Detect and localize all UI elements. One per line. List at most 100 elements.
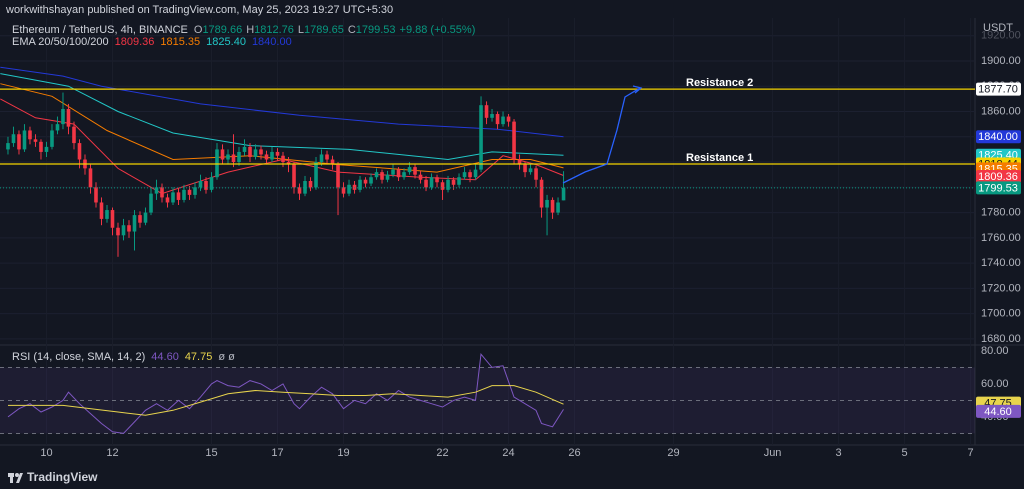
legend-text: EMA 20/50/100/200: [12, 36, 109, 48]
candle-body: [435, 177, 439, 183]
plot: 1920.001900.001880.001860.001840.001820.…: [0, 18, 1021, 459]
y-tick-label: 1760.00: [981, 232, 1021, 244]
ema-tag: 1809.36: [978, 171, 1018, 183]
brand: TradingView: [27, 470, 98, 484]
candle-body: [341, 187, 346, 194]
candle-body: [231, 154, 236, 163]
candle-body: [187, 189, 192, 195]
candle-body: [215, 149, 219, 178]
candle-body: [330, 159, 335, 165]
candle-body: [55, 124, 60, 131]
resistance-label: Resistance 1: [686, 152, 753, 164]
ema-tag-bg: [976, 130, 1021, 144]
resistance-label: Resistance 2: [686, 77, 753, 89]
candle-body: [297, 187, 302, 194]
published-line: workwithshayan published on TradingView.…: [5, 4, 393, 16]
y-tick-label: 1720.00: [981, 282, 1021, 294]
candle-body: [165, 197, 170, 203]
candle-body: [94, 187, 98, 203]
x-tick-label: 3: [836, 447, 842, 459]
candle-body: [138, 215, 142, 223]
candle-body: [545, 199, 549, 208]
legend-text: 1789.65: [304, 24, 344, 36]
candle-body: [479, 105, 483, 170]
candle-body: [149, 193, 153, 213]
candle-body: [380, 172, 384, 180]
candle-body: [99, 202, 104, 219]
candle-body: [517, 159, 522, 165]
legend-text: 1815.35: [160, 36, 200, 48]
y-tick-label: 1920.00: [981, 30, 1021, 42]
candle-body: [6, 143, 10, 150]
price-tag: 1799.53: [978, 182, 1018, 194]
candle-body: [237, 151, 241, 163]
legend-text: +9.88 (+0.55%): [400, 24, 476, 36]
legend-text: L: [298, 24, 304, 36]
x-tick-label: 24: [502, 447, 514, 459]
candle-body: [550, 199, 555, 213]
legend-text: 1809.36: [115, 36, 155, 48]
candle-body: [28, 130, 32, 140]
candle-body: [319, 154, 324, 163]
candle-body: [143, 212, 148, 223]
candle-body: [539, 179, 544, 208]
candle-body: [209, 177, 214, 190]
candle-body: [446, 179, 450, 190]
x-tick-label: 29: [667, 447, 679, 459]
legend-text: O: [194, 24, 203, 36]
candle-body: [77, 143, 82, 160]
x-tick-label: 15: [205, 447, 217, 459]
x-tick-label: 17: [271, 447, 283, 459]
candle-body: [528, 168, 533, 173]
candle-body: [418, 174, 423, 180]
legend-text: Ethereum / TetherUS, 4h, BINANCE: [12, 24, 188, 36]
x-tick-label: 7: [968, 447, 974, 459]
y-tick-label: 1700.00: [981, 308, 1021, 320]
footer: [0, 466, 1024, 489]
legend-text: 1789.66: [202, 24, 242, 36]
legend-text: H: [246, 24, 254, 36]
candle-body: [17, 134, 21, 150]
candle-body: [314, 162, 318, 188]
candle-body: [275, 151, 280, 156]
candle-body: [127, 225, 131, 232]
candle-body: [66, 108, 71, 127]
candle-body: [88, 168, 93, 188]
level-tag-bg: [976, 82, 1021, 96]
rsi-line: [8, 385, 564, 416]
y-tick-label: 1740.00: [981, 257, 1021, 269]
candle-body: [468, 172, 472, 178]
candle-body: [429, 177, 434, 188]
legend-text: 1799.53: [356, 24, 396, 36]
candle-body: [39, 141, 43, 152]
legend-text: 1812.76: [254, 24, 294, 36]
candle-body: [336, 164, 340, 188]
candle-body: [50, 130, 54, 147]
candle-body: [369, 177, 373, 184]
candle-body: [33, 139, 38, 142]
candle-body: [534, 168, 538, 180]
y-tick-label: 1860.00: [981, 105, 1021, 117]
currency: USDT: [983, 22, 1013, 34]
candle-body: [385, 174, 390, 180]
legend-text: 1840.00: [252, 36, 292, 48]
projection-drawing: [562, 85, 643, 184]
level-tag: 1877.70: [978, 84, 1018, 96]
ema-tag-bg: [976, 169, 1021, 183]
candle-body: [220, 149, 225, 160]
candle-body: [561, 187, 566, 201]
candle-body: [440, 182, 445, 190]
logo: [8, 473, 23, 483]
candle-body: [396, 169, 401, 178]
candle-body: [402, 172, 406, 178]
x-tick-label: 19: [337, 447, 349, 459]
ema-tag: 1840.00: [978, 131, 1018, 143]
candle-body: [61, 108, 65, 125]
candle-body: [495, 114, 500, 125]
legend-text: C: [348, 24, 356, 36]
candle-body: [253, 149, 258, 157]
legend-text: 47.75: [185, 351, 213, 363]
candle-body: [308, 180, 313, 188]
candle-body: [193, 187, 197, 195]
candle-body: [132, 215, 137, 232]
